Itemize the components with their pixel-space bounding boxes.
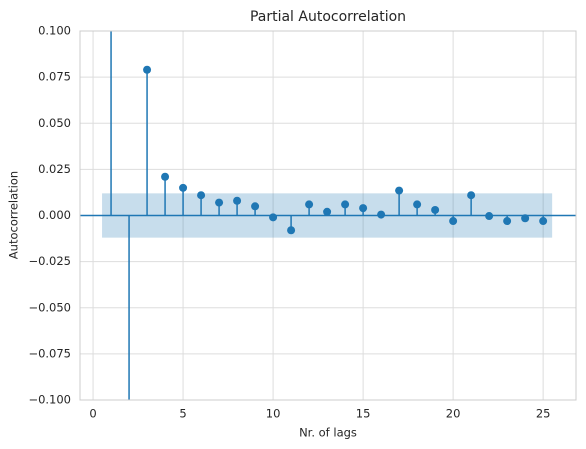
x-axis-label: Nr. of lags xyxy=(299,426,357,440)
stem-marker xyxy=(323,207,332,216)
chart-title: Partial Autocorrelation xyxy=(250,9,406,25)
frame xyxy=(79,30,577,401)
stem-marker xyxy=(359,204,368,213)
stem-marker xyxy=(449,217,458,226)
y-tick-label: 0.100 xyxy=(38,24,71,38)
x-tick-label: 15 xyxy=(356,407,371,421)
stem-marker xyxy=(251,202,260,211)
y-tick-label: 0.025 xyxy=(38,162,71,176)
stem-marker xyxy=(287,226,296,235)
stem-marker xyxy=(467,191,476,200)
y-tick-label: −0.075 xyxy=(28,346,71,360)
stem-marker xyxy=(485,212,494,221)
stem-marker xyxy=(503,217,512,226)
x-tick-label: 0 xyxy=(89,407,96,421)
y-tick-label: −0.050 xyxy=(28,300,71,314)
stem-marker xyxy=(431,205,440,214)
y-tick-label: 0.000 xyxy=(38,208,71,222)
stem-marker xyxy=(161,172,170,181)
stem-marker xyxy=(341,200,350,209)
y-tick-label: −0.100 xyxy=(28,393,71,407)
x-tick-label: 25 xyxy=(536,407,551,421)
x-tick-label: 5 xyxy=(179,407,186,421)
y-tick-label: 0.050 xyxy=(38,116,71,130)
y-tick-label: −0.025 xyxy=(28,254,71,268)
stem-marker xyxy=(521,214,530,223)
stem-marker xyxy=(197,191,206,200)
stem-marker xyxy=(539,217,548,226)
stem-marker xyxy=(143,65,152,74)
stem-marker xyxy=(305,200,314,209)
stem-marker xyxy=(377,210,386,219)
y-axis-label: Autocorrelation xyxy=(7,171,21,259)
stem-marker xyxy=(215,198,224,207)
stem-marker xyxy=(413,200,422,209)
stem-marker xyxy=(233,196,242,205)
stem-marker xyxy=(179,183,188,192)
stem-marker xyxy=(395,186,404,195)
stem-marker xyxy=(269,213,278,222)
x-tick-label: 10 xyxy=(266,407,281,421)
x-tick-label: 20 xyxy=(446,407,461,421)
plot-area xyxy=(80,31,576,400)
y-tick-label: 0.075 xyxy=(38,70,71,84)
